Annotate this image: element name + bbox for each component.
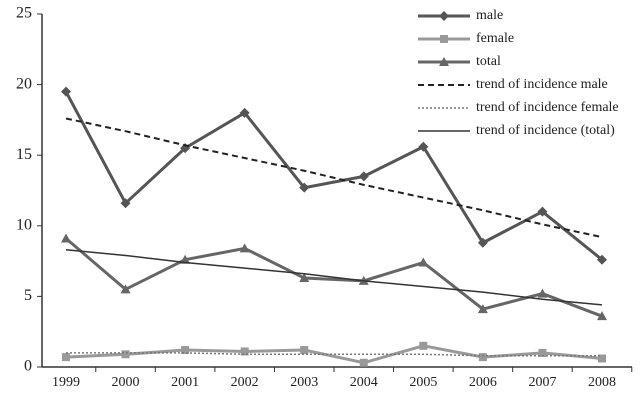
data-point [598,354,606,363]
data-point [478,353,487,362]
data-point [538,348,547,357]
data-point [419,341,428,350]
y-tick-label: 15 [16,146,32,163]
x-tick-label: 2008 [588,375,616,390]
y-tick-label: 10 [16,216,32,233]
x-tick-label: 2006 [469,375,497,390]
data-point [477,304,488,314]
series-line [66,352,602,357]
x-tick-label: 2001 [171,375,199,390]
legend-label: total [476,54,501,69]
data-point [359,358,368,367]
legend-marker [439,57,449,66]
data-point [121,350,130,359]
data-point [239,243,250,253]
data-point [537,206,548,217]
x-tick-label: 2007 [528,375,556,390]
legend-marker [439,11,449,21]
data-point [300,346,309,355]
x-tick-label: 2000 [112,375,140,390]
series-line [65,249,603,306]
data-point [61,86,71,97]
y-tick-label: 5 [24,287,32,304]
x-tick-label: 2002 [231,375,259,390]
y-tick-label: 0 [24,358,32,375]
x-tick-label: 2005 [409,375,437,390]
data-point [120,284,131,294]
series-line [64,90,603,261]
data-point [61,233,71,243]
data-point [597,311,607,321]
data-point [181,346,190,355]
data-point [239,107,250,118]
data-point [299,182,310,193]
legend-label: trend of incidence male [476,77,608,92]
data-point [477,237,488,248]
legend-label: trend of incidence (total) [476,123,615,138]
y-tick-label: 25 [16,5,32,22]
data-point [120,198,131,209]
legend-label: trend of incidence female [476,100,619,115]
legend-label: female [476,31,514,46]
data-point [597,254,607,265]
series-line [65,237,603,318]
data-point [240,347,249,356]
legend-marker [440,35,448,43]
data-point [537,288,548,298]
x-tick-label: 1999 [52,375,80,390]
x-tick-label: 2004 [350,375,378,390]
data-point [180,254,191,264]
data-point [62,353,70,362]
y-tick-label: 20 [16,75,32,92]
data-point [299,273,310,283]
x-tick-label: 2003 [290,375,318,390]
series-line [65,117,603,239]
legend-label: male [476,8,503,23]
data-point [358,171,369,182]
data-point [418,141,429,152]
data-point [418,257,429,267]
